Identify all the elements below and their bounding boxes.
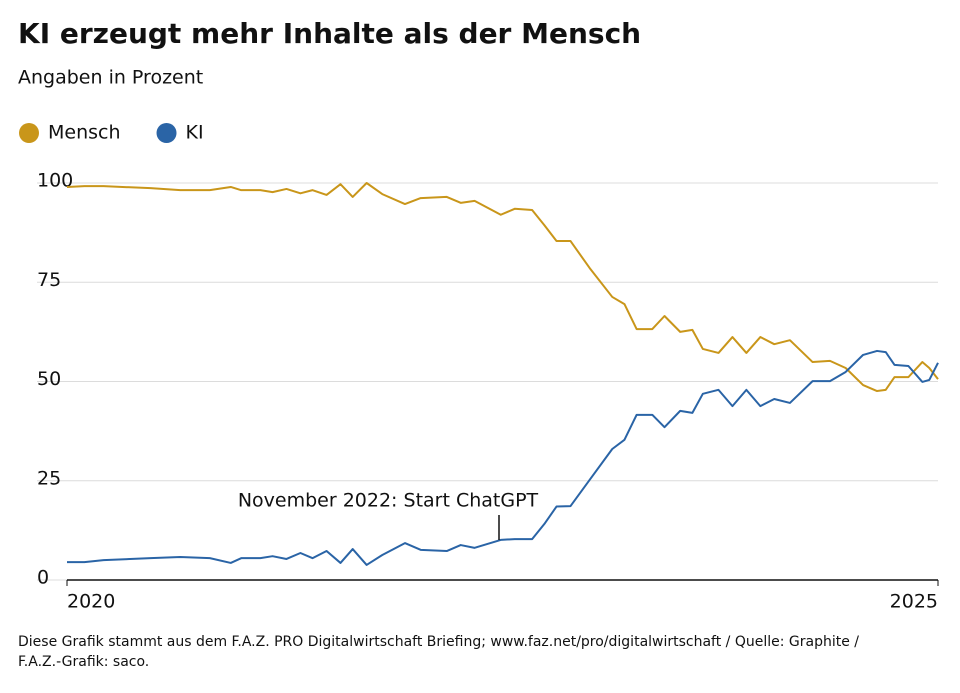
y-tick-label: 75 (37, 269, 61, 291)
legend-marker (19, 123, 39, 143)
line (66, 182, 939, 393)
legend-marker (156, 123, 177, 143)
annotation: November 2022: Start ChatGPT (238, 490, 539, 512)
chart-title: KI erzeugt mehr Inhalte als der Mensch (18, 17, 641, 50)
x-tick-label: 2025 (890, 591, 938, 613)
y-tick-label: 25 (37, 467, 61, 489)
legend-label: Mensch (48, 122, 121, 144)
legend: Mensch KI (19, 122, 204, 144)
chart-subtitle: Angaben in Prozent (18, 67, 203, 89)
plot: 0 25 50 75 100 2020 2025 (37, 170, 939, 613)
y-tick-label: 50 (37, 368, 61, 390)
y-tick-label: 0 (37, 567, 49, 589)
x-tick-label: 2020 (67, 591, 115, 613)
y-tick-label: 100 (37, 170, 73, 192)
legend-label: KI (186, 122, 204, 144)
source-line: F.A.Z.-Grafik: saco. (18, 654, 149, 670)
source-line: Diese Grafik stammt aus dem F.A.Z. PRO D… (18, 634, 859, 650)
line (67, 349, 939, 566)
